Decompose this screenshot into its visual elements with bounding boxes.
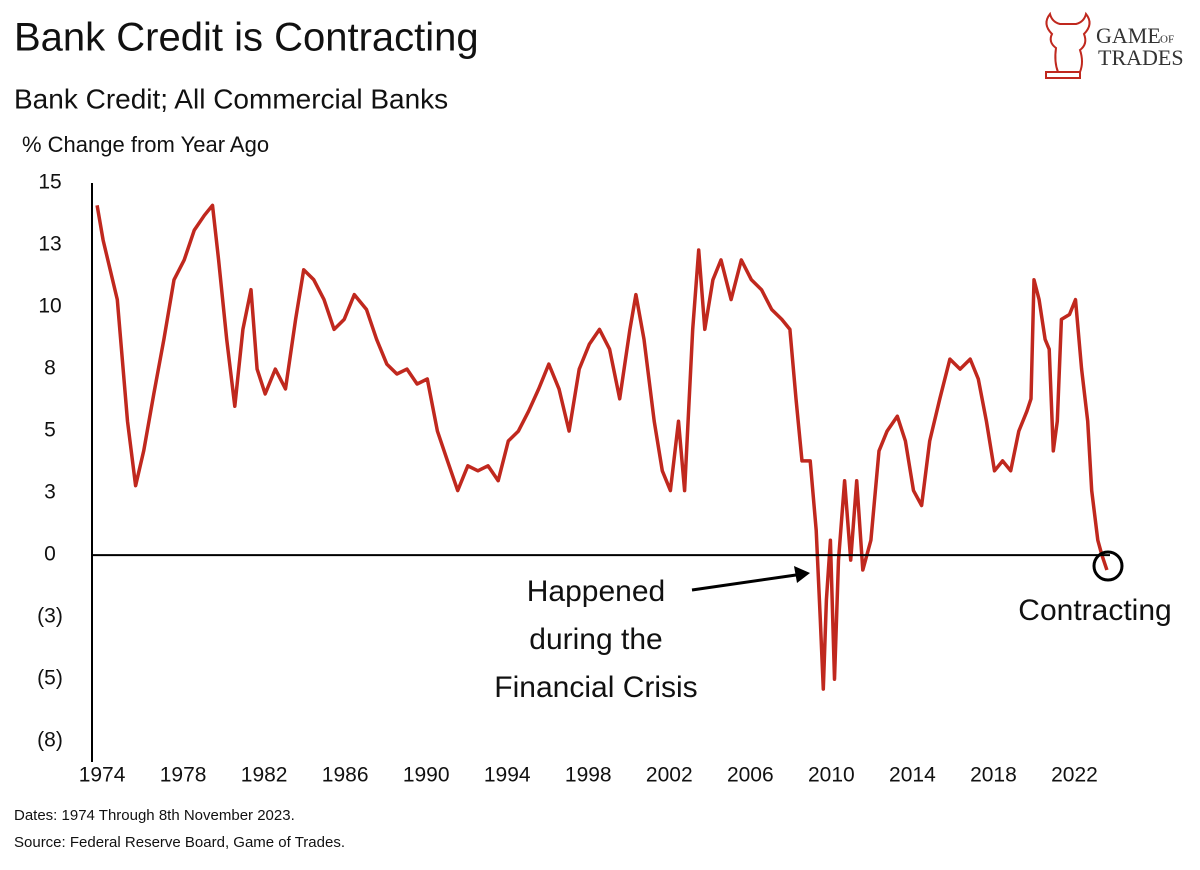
logo-icon bbox=[1045, 11, 1091, 73]
logo-icon-base bbox=[1045, 71, 1081, 79]
logo-text: TRADES bbox=[1098, 45, 1184, 70]
y-tick-label: 10 bbox=[38, 295, 61, 318]
annotation-arrowhead bbox=[794, 566, 810, 583]
logo-text: GAME bbox=[1096, 23, 1161, 48]
y-tick-label: 13 bbox=[38, 233, 61, 256]
y-tick-label: 3 bbox=[44, 481, 56, 504]
y-tick-label: (8) bbox=[37, 729, 63, 752]
annotation-arrow bbox=[691, 573, 797, 592]
footnote: Source: Federal Reserve Board, Game of T… bbox=[14, 834, 345, 851]
y-tick-label: 0 bbox=[44, 543, 56, 566]
x-tick-label: 1974 bbox=[79, 764, 126, 787]
logo: GAME OF TRADES bbox=[1045, 11, 1184, 79]
y-axis-label: % Change from Year Ago bbox=[22, 132, 269, 157]
x-tick-label: 2002 bbox=[646, 764, 693, 787]
x-tick-label: 2014 bbox=[889, 764, 936, 787]
y-tick-label: (5) bbox=[37, 667, 63, 690]
x-tick-label: 2006 bbox=[727, 764, 774, 787]
y-tick-label: 15 bbox=[38, 171, 61, 194]
data-line bbox=[95, 203, 1109, 691]
y-tick-label: (3) bbox=[37, 605, 63, 628]
annotation-circle bbox=[1092, 550, 1124, 582]
logo-text: OF bbox=[1160, 34, 1174, 46]
x-tick-label: 2018 bbox=[970, 764, 1017, 787]
x-tick-label: 2022 bbox=[1051, 764, 1098, 787]
annotation-financial-crisis: Happened during the Financial Crisis bbox=[494, 566, 810, 704]
y-tick-label: 5 bbox=[44, 419, 56, 442]
x-tick-label: 2010 bbox=[808, 764, 855, 787]
x-tick-label: 1994 bbox=[484, 764, 531, 787]
x-tick-label: 1982 bbox=[241, 764, 288, 787]
y-tick-label: 8 bbox=[44, 357, 56, 380]
annotation-text: during the bbox=[529, 623, 662, 656]
footnote: Dates: 1974 Through 8th November 2023. bbox=[14, 807, 295, 824]
annotation-text: Happened bbox=[527, 575, 665, 608]
x-tick-label: 1990 bbox=[403, 764, 450, 787]
annotation-text: Contracting bbox=[1018, 594, 1171, 627]
annotation-contracting: Contracting bbox=[1018, 550, 1172, 627]
chart-title: Bank Credit is Contracting bbox=[14, 16, 479, 60]
annotation-text: Financial Crisis bbox=[494, 671, 697, 704]
x-tick-label: 1986 bbox=[322, 764, 369, 787]
x-tick-label: 1978 bbox=[160, 764, 207, 787]
x-tick-label: 1998 bbox=[565, 764, 612, 787]
chart-subtitle: Bank Credit; All Commercial Banks bbox=[14, 83, 448, 114]
